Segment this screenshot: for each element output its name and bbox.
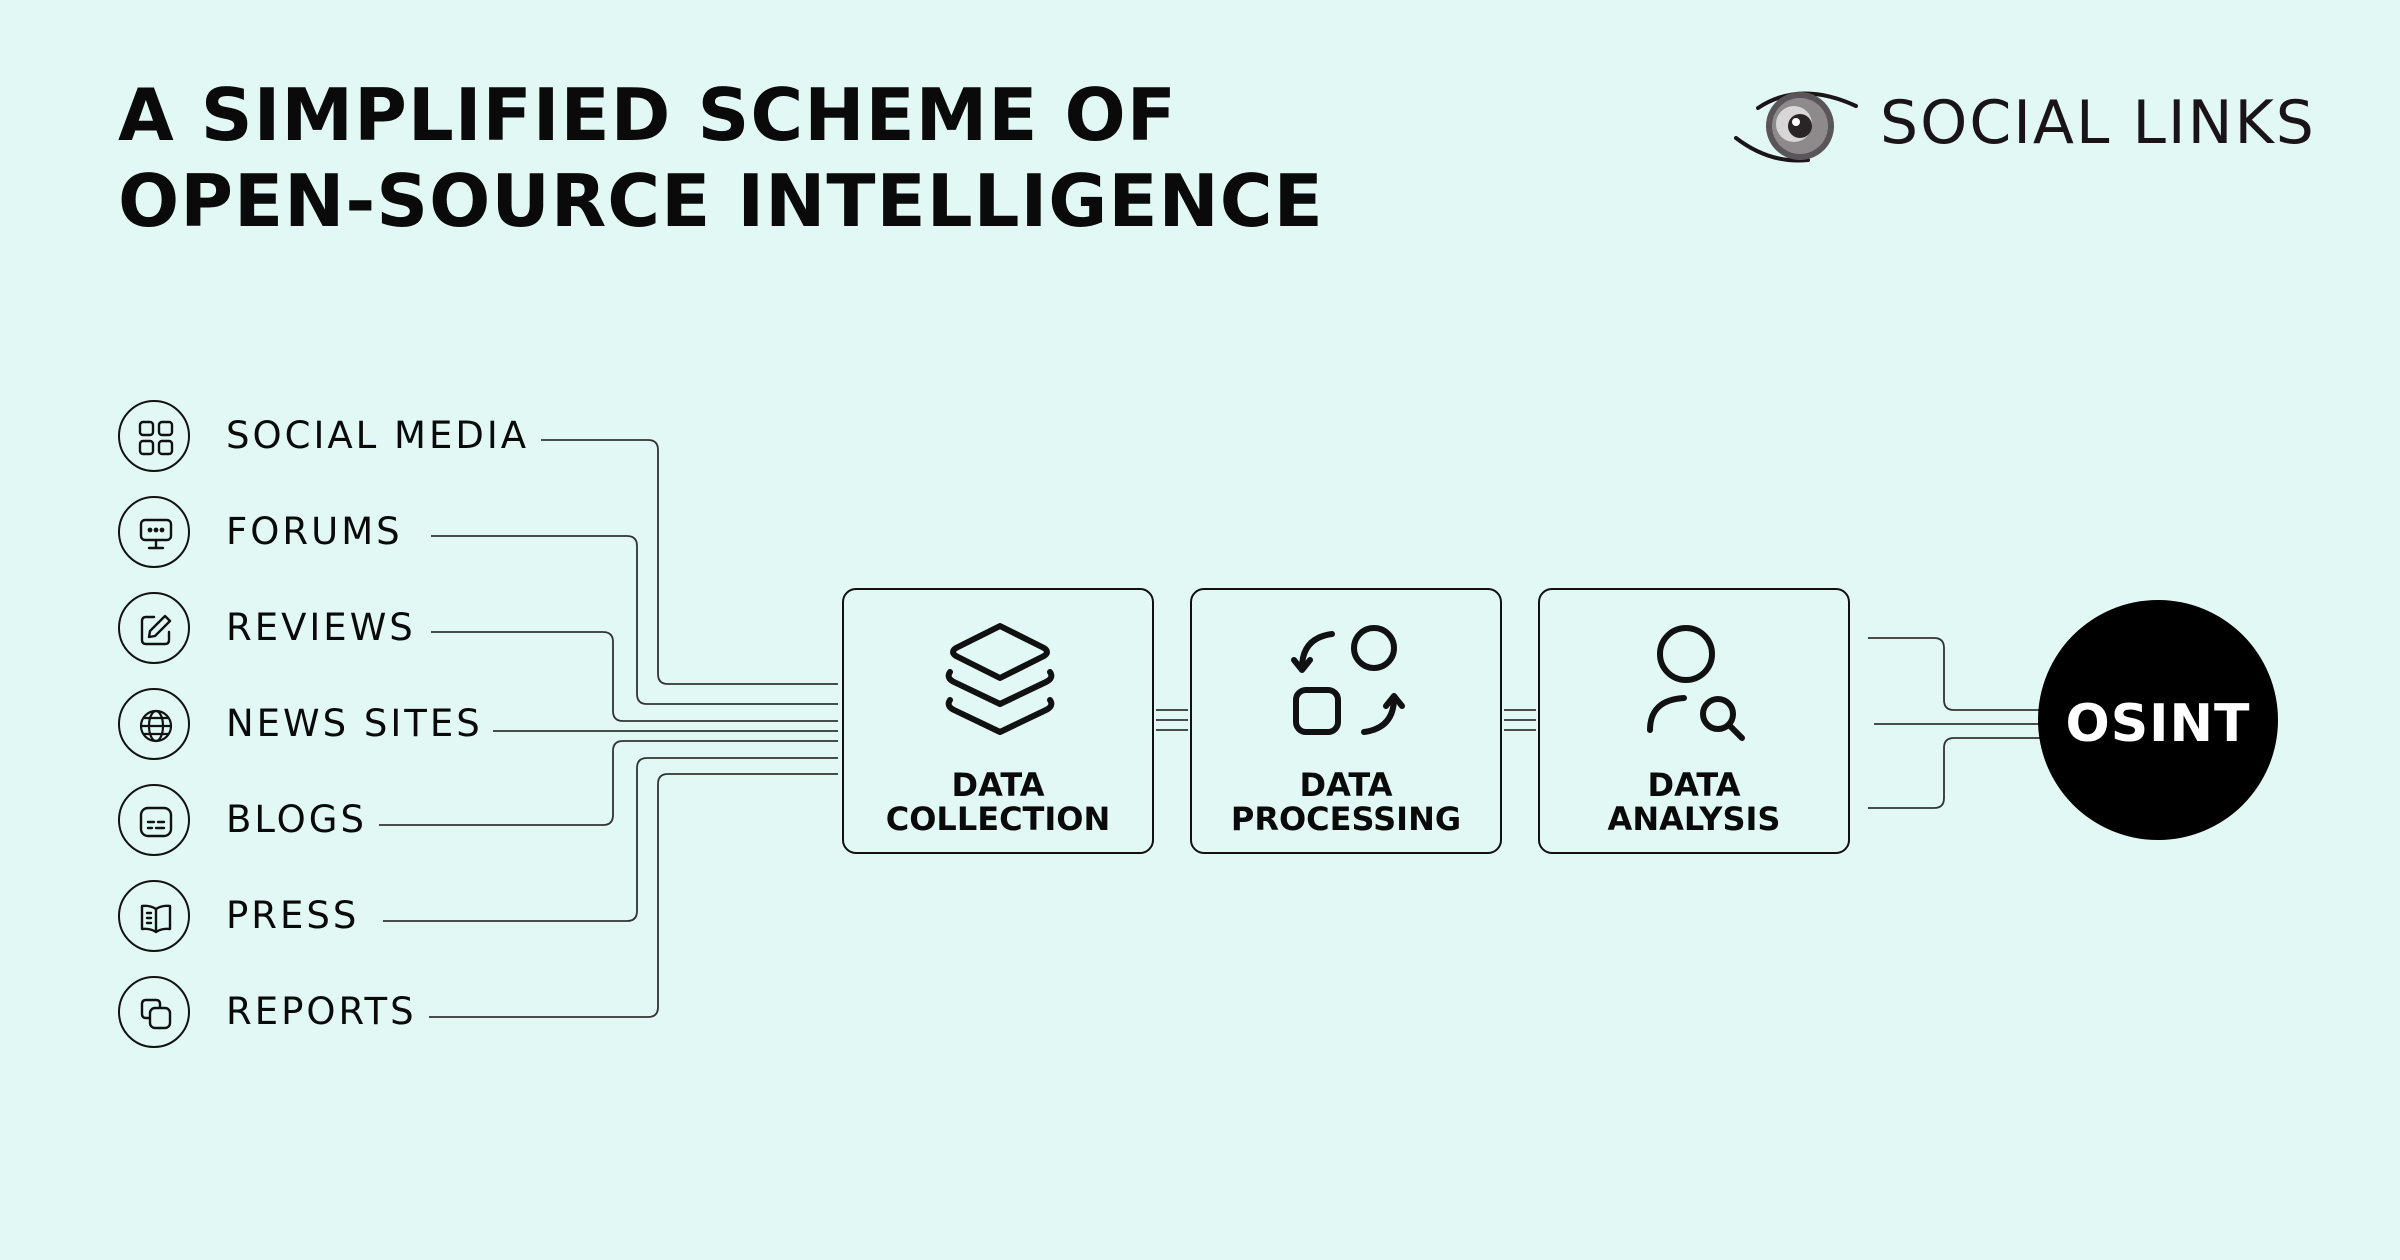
book-icon <box>118 880 190 952</box>
layers-icon <box>945 623 1055 735</box>
source-label: REPORTS <box>226 990 417 1033</box>
shapes-refresh-icon <box>1291 625 1405 735</box>
source-label: NEWS SITES <box>226 702 483 745</box>
title-line-2: OPEN-SOURCE INTELLIGENCE <box>118 159 1324 243</box>
title-line-1: A SIMPLIFIED SCHEME OF <box>118 73 1177 157</box>
edit-icon <box>118 592 190 664</box>
osint-label: OSINT <box>2065 694 2251 754</box>
eye-icon <box>1734 91 1858 163</box>
text-box-icon <box>118 784 190 856</box>
stage-data-processing: DATA PROCESSING <box>1190 588 1502 854</box>
user-search-icon <box>1647 625 1745 741</box>
copy-icon <box>118 976 190 1048</box>
stage-label-line-1: DATA <box>1299 766 1393 804</box>
source-label: PRESS <box>226 894 360 937</box>
globe-icon <box>118 688 190 760</box>
osint-circle: OSINT <box>2038 600 2278 840</box>
page-title: A SIMPLIFIED SCHEME OF OPEN-SOURCE INTEL… <box>118 72 1324 244</box>
grid-icon <box>118 400 190 472</box>
source-label: REVIEWS <box>226 606 416 649</box>
stage-label-line-1: DATA <box>1647 766 1741 804</box>
stage-label-line-2: COLLECTION <box>885 800 1111 838</box>
stage-data-analysis: DATA ANALYSIS <box>1538 588 1850 854</box>
source-label: BLOGS <box>226 798 367 841</box>
stage-label-line-2: ANALYSIS <box>1607 800 1781 838</box>
chat-monitor-icon <box>118 496 190 568</box>
stage-label-line-2: PROCESSING <box>1230 800 1462 838</box>
logo-text: SOCIAL LINKS <box>1880 88 2316 158</box>
source-label: SOCIAL MEDIA <box>226 414 530 457</box>
stage-label-line-1: DATA <box>951 766 1045 804</box>
stage-data-collection: DATA COLLECTION <box>842 588 1154 854</box>
social-links-logo: SOCIAL LINKS <box>1730 70 2314 180</box>
source-label: FORUMS <box>226 510 403 553</box>
